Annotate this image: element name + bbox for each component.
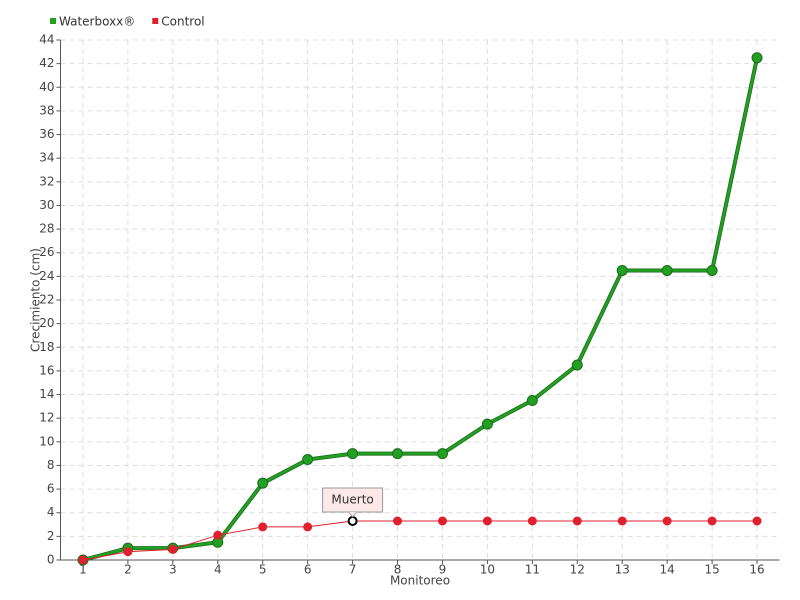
data-point xyxy=(347,516,358,526)
data-point xyxy=(752,516,762,526)
y-tick-label: 4 xyxy=(47,505,55,519)
x-tick-label: 8 xyxy=(394,563,402,577)
data-point xyxy=(437,516,447,526)
y-tick-label: 14 xyxy=(39,387,54,401)
x-tick-label: 4 xyxy=(214,563,222,577)
legend-swatch xyxy=(50,18,56,24)
data-point xyxy=(347,448,359,460)
x-tick-label: 16 xyxy=(749,563,764,577)
x-tick-label: 13 xyxy=(615,563,630,577)
y-tick-label: 16 xyxy=(39,363,54,377)
data-point xyxy=(123,547,133,557)
y-tick-label: 36 xyxy=(39,127,54,141)
y-tick-label: 22 xyxy=(39,293,54,307)
series-line-shadow xyxy=(82,57,759,562)
y-tick-label: 34 xyxy=(39,151,54,165)
x-tick-label: 11 xyxy=(525,563,540,577)
y-tick-label: 38 xyxy=(39,103,54,117)
x-axis-title: Monitoreo xyxy=(390,574,450,588)
data-point xyxy=(303,522,313,532)
data-point xyxy=(572,516,582,526)
data-point xyxy=(392,448,404,460)
y-tick-label: 10 xyxy=(39,434,54,448)
legend-label: Control xyxy=(161,15,204,29)
x-tick-label: 1 xyxy=(79,563,87,577)
annotation-text: Muerto xyxy=(331,493,373,507)
y-tick-label: 32 xyxy=(39,174,54,188)
y-tick-label: 20 xyxy=(39,316,54,330)
y-tick-label: 40 xyxy=(39,80,54,94)
x-tick-label: 14 xyxy=(660,563,675,577)
x-tick-label: 9 xyxy=(439,563,447,577)
data-point xyxy=(527,516,537,526)
series-line xyxy=(82,520,758,561)
data-point xyxy=(661,264,673,276)
y-tick-label: 6 xyxy=(47,482,55,496)
data-point xyxy=(213,530,223,540)
data-point xyxy=(168,544,178,554)
x-tick-label: 7 xyxy=(349,563,357,577)
data-point xyxy=(706,264,718,276)
series-line xyxy=(82,57,759,562)
y-tick-label: 24 xyxy=(39,269,54,283)
data-point xyxy=(616,264,628,276)
y-axis-title: Crecimiento (cm) xyxy=(29,248,43,352)
data-point xyxy=(436,448,448,460)
annotation-box xyxy=(322,487,384,513)
data-point xyxy=(751,52,763,64)
y-tick-label: 30 xyxy=(39,198,54,212)
data-point xyxy=(571,359,583,371)
data-point xyxy=(78,555,88,565)
data-point xyxy=(617,516,627,526)
y-tick-label: 26 xyxy=(39,245,54,259)
y-tick-label: 0 xyxy=(47,553,55,567)
x-tick-label: 5 xyxy=(259,563,267,577)
x-tick-label: 10 xyxy=(480,563,495,577)
annotation-pointer xyxy=(348,511,357,518)
legend-label: Waterboxx® xyxy=(59,15,135,29)
y-tick-label: 44 xyxy=(39,33,54,47)
y-tick-label: 8 xyxy=(47,458,55,472)
legend-swatch xyxy=(152,18,159,24)
x-tick-label: 15 xyxy=(704,563,719,577)
data-point xyxy=(393,516,403,526)
y-tick-label: 28 xyxy=(39,222,54,236)
x-tick-label: 12 xyxy=(570,563,585,577)
data-point xyxy=(257,477,269,489)
x-tick-label: 6 xyxy=(304,563,312,577)
y-tick-label: 12 xyxy=(39,411,54,425)
data-point xyxy=(481,418,493,430)
x-tick-label: 2 xyxy=(124,563,132,577)
y-tick-label: 2 xyxy=(47,529,55,543)
data-point xyxy=(662,516,672,526)
data-point xyxy=(707,516,717,526)
data-point xyxy=(302,454,314,466)
x-tick-label: 3 xyxy=(169,563,177,577)
data-point xyxy=(258,522,268,532)
y-tick-label: 18 xyxy=(39,340,54,354)
data-point xyxy=(526,394,538,406)
y-tick-label: 42 xyxy=(39,56,54,70)
data-point xyxy=(482,516,492,526)
